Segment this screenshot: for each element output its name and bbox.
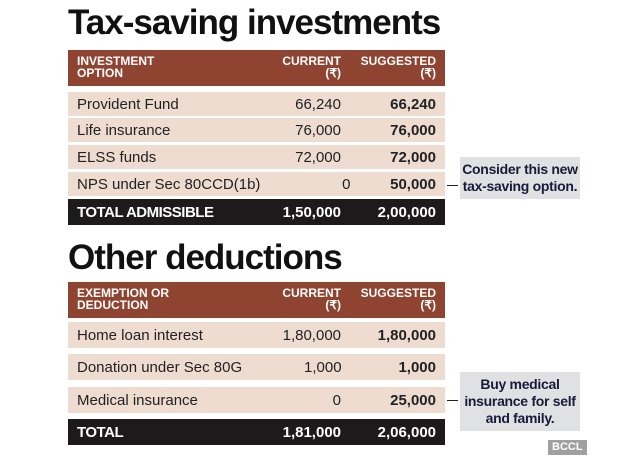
header-row: INVESTMENT OPTION CURRENT (₹) SUGGESTED (₹… (68, 50, 445, 86)
table-row-cell: 66,240 (390, 95, 436, 113)
table-row-cell: 1,000 (304, 358, 342, 376)
table-row-cell: Provident Fund (77, 95, 179, 113)
table-title: Other deductions (68, 238, 343, 277)
table-title: Tax-saving investments (68, 3, 441, 42)
header-row: EXEMPTION OR DEDUCTION CURRENT (₹) SUGGEST… (68, 282, 445, 318)
table-row: NPS under Sec 80CCD(1b) 0 50,000 (68, 172, 445, 196)
table-row-cell: 72,000 (295, 148, 341, 166)
total-row-cell: 2,00,000 (377, 203, 436, 221)
table-row-cell: Medical insurance (77, 391, 198, 409)
table-row-cell: NPS under Sec 80CCD(1b) (77, 175, 261, 193)
table-row-cell: 1,000 (398, 358, 436, 376)
total-row-cell: 1,81,000 (282, 423, 341, 441)
table-row: Life insurance 76,000 76,000 (68, 118, 445, 142)
table-row-cell: 1,80,000 (377, 326, 436, 344)
total-row: TOTAL ADMISSIBLE 1,50,000 2,00,000 (68, 199, 445, 225)
table-row-cell: 25,000 (390, 391, 436, 409)
table-row: Provident Fund 66,240 66,240 (68, 92, 445, 116)
table-row-cell: 76,000 (295, 121, 341, 139)
callout-connector (447, 185, 458, 186)
table-row-cell: Donation under Sec 80G (77, 358, 243, 376)
header-row-cell: EXEMPTION OR DEDUCTION (77, 286, 170, 312)
header-row-cell: SUGGESTED (₹) (360, 54, 436, 80)
table-row-cell: 0 (342, 175, 351, 193)
total-row-cell: 1,50,000 (282, 203, 341, 221)
table-row-cell: 1,80,000 (282, 326, 341, 344)
table-row: ELSS funds 72,000 72,000 (68, 145, 445, 169)
watermark: BCCL (548, 440, 587, 455)
table-row-cell: 66,240 (295, 95, 341, 113)
table-row-cell: 72,000 (390, 148, 436, 166)
table-row-cell: 0 (332, 391, 341, 409)
table-row: Medical insurance 0 25,000 (68, 387, 445, 413)
total-row-cell: TOTAL ADMISSIBLE (77, 203, 214, 221)
callout: Buy medical insurance for self and famil… (460, 372, 580, 431)
header-row-cell: CURRENT (₹) (282, 54, 341, 80)
total-row-cell: 2,06,000 (377, 423, 436, 441)
table-row: Home loan interest 1,80,000 1,80,000 (68, 322, 445, 348)
header-row-cell: INVESTMENT OPTION (77, 54, 155, 80)
header-row-cell: SUGGESTED (₹) (360, 286, 436, 312)
callout: Consider this new tax-saving option. (460, 157, 580, 199)
table-row-cell: ELSS funds (77, 148, 157, 166)
callout-connector (447, 400, 458, 401)
table-row-cell: 50,000 (390, 175, 436, 193)
table-row-cell: Home loan interest (77, 326, 203, 344)
table-row: Donation under Sec 80G 1,000 1,000 (68, 354, 445, 380)
table-row-cell: 76,000 (390, 121, 436, 139)
header-row-cell: CURRENT (₹) (282, 286, 341, 312)
table-row-cell: Life insurance (77, 121, 171, 139)
total-row-cell: TOTAL (77, 423, 124, 441)
total-row: TOTAL 1,81,000 2,06,000 (68, 419, 445, 445)
